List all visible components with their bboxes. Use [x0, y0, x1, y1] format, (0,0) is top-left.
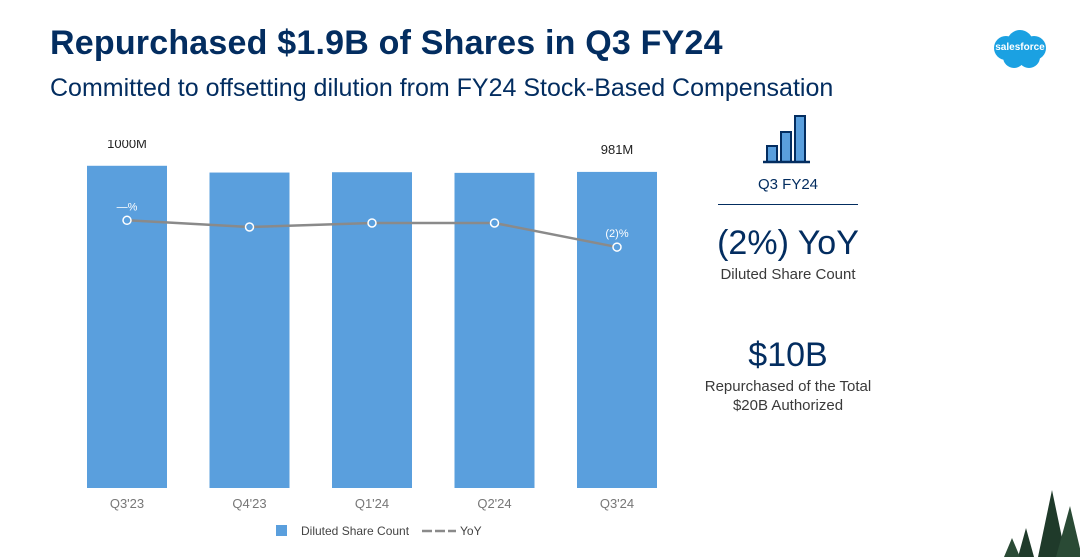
bar-data-label: 981M: [601, 142, 634, 157]
slide-subtitle: Committed to offsetting dilution from FY…: [50, 74, 834, 102]
tree-shape: [1018, 528, 1034, 557]
kpi-buyback-label: Repurchased of the Total $20B Authorized: [680, 377, 896, 415]
slide-title: Repurchased $1.9B of Shares in Q3 FY24: [50, 24, 723, 62]
tree-illustration: [1004, 490, 1080, 557]
share-count-chart: 1000M Q3'23 Q4'23 Q1'24 Q2'24 981M Q3'24 —% (2)%…: [87, 140, 657, 538]
x-tick-label: Q4'23: [232, 496, 266, 511]
bar-chart-icon: [763, 115, 810, 164]
kpi-buyback-label-line2: $20B Authorized: [732, 397, 844, 414]
yoy-point: [244, 222, 255, 232]
x-tick-label: Q3'23: [110, 496, 144, 511]
salesforce-logo: salesforce: [988, 28, 1052, 72]
tree-shape: [1056, 506, 1080, 557]
x-tick-label: Q3'24: [600, 496, 634, 511]
kpi-divider: [718, 204, 858, 205]
yoy-point: [612, 242, 622, 252]
yoy-data-label: (2)%: [605, 228, 628, 240]
bar-data-label: 1000M: [107, 140, 147, 151]
tree-shape: [1038, 490, 1066, 557]
cloud-logo-shape: [994, 30, 1046, 68]
kpi-yoy-value: (2%) YoY: [717, 224, 859, 262]
logo-text: salesforce: [995, 42, 1045, 53]
bar-Q3'23: [87, 165, 167, 488]
yoy-point: [489, 218, 500, 228]
yoy-point: [367, 218, 377, 228]
bar-Q4'23: [209, 172, 290, 489]
kpi-yoy-label: Diluted Share Count: [720, 266, 856, 283]
yoy-point: [122, 215, 132, 226]
kpi-buyback-value: $10B: [748, 336, 828, 374]
kpi-buyback-label-line1: Repurchased of the Total: [704, 378, 872, 395]
yoy-data-label: —%: [117, 201, 138, 213]
kpi-period: Q3 FY24: [757, 176, 819, 193]
tree-shape: [1004, 538, 1020, 557]
legend-swatch-bar: [276, 525, 287, 536]
legend-label: Diluted Share Count: [301, 524, 410, 538]
x-tick-label: Q2'24: [477, 496, 511, 511]
bar-Q3'24: [577, 171, 657, 488]
x-tick-label: Q1'24: [355, 496, 389, 511]
legend-label: YoY: [460, 524, 482, 538]
